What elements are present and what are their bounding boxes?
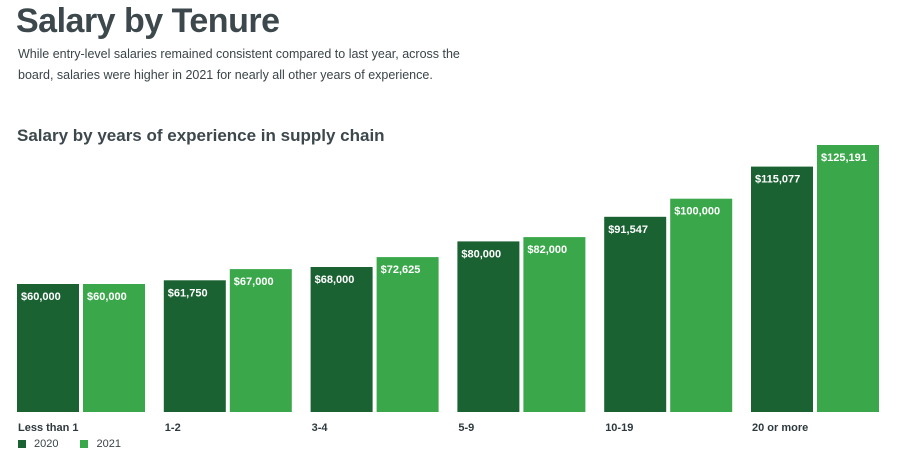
bar-label-2021-5: $125,191 (821, 152, 867, 164)
bar-2021-5 (817, 145, 879, 412)
legend-item-2021: 2021 (80, 438, 121, 450)
bar-2021-4 (670, 198, 733, 412)
bar-label-2020-1: $61,750 (168, 287, 208, 299)
legend-label-2021: 2021 (96, 438, 121, 450)
bar-2020-2 (310, 267, 373, 412)
legend-item-2020: 2020 (18, 438, 58, 450)
bar-2021-2 (376, 257, 439, 412)
bar-label-2021-0: $60,000 (87, 291, 127, 303)
bar-2021-0 (83, 284, 145, 412)
chart-title: Salary by years of experience in supply … (17, 126, 385, 145)
category-label-5: 20 or more (752, 422, 808, 434)
bar-2020-0 (17, 284, 79, 412)
intro-text: While entry-level salaries remained cons… (18, 47, 460, 82)
bar-label-2021-4: $100,000 (674, 206, 720, 218)
legend-swatch-2021 (80, 440, 89, 448)
bar-label-2020-2: $68,000 (315, 274, 355, 286)
bar-label-2020-4: $91,547 (608, 224, 648, 236)
bar-label-2020-5: $115,077 (755, 174, 800, 186)
bar-2021-1 (229, 269, 292, 412)
bar-label-2021-3: $82,000 (527, 244, 567, 256)
category-label-2: 3-4 (312, 422, 329, 434)
bar-2021-3 (523, 237, 586, 412)
legend-swatch-2020 (18, 440, 26, 448)
page-title: Salary by Tenure (16, 2, 280, 40)
category-label-3: 5-9 (458, 422, 474, 434)
category-label-4: 10-19 (605, 422, 633, 434)
bar-2020-3 (457, 241, 520, 412)
bar-label-2021-1: $67,000 (234, 276, 274, 288)
category-label-0: Less than 1 (18, 422, 79, 434)
bar-label-2021-2: $72,625 (381, 264, 421, 276)
category-label-1: 1-2 (165, 422, 181, 434)
bar-label-2020-3: $80,000 (461, 248, 501, 260)
bar-2020-4 (604, 216, 667, 412)
legend: 2020 2021 (18, 438, 143, 450)
bar-2020-1 (163, 280, 226, 412)
bar-label-2020-0: $60,000 (21, 291, 61, 303)
bar-2020-5 (751, 166, 813, 412)
legend-label-2020: 2020 (34, 438, 59, 450)
